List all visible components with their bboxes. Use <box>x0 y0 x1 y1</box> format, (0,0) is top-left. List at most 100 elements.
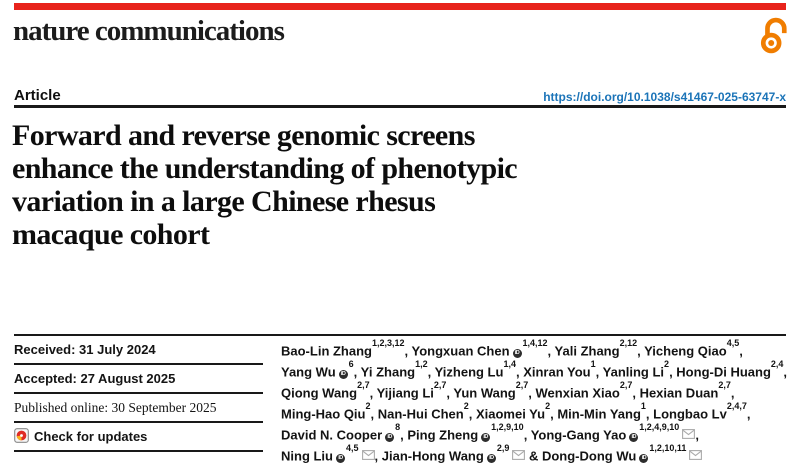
check-for-updates-label: Check for updates <box>34 429 148 444</box>
article-history-text: Published online: 30 September 2025 <box>14 399 217 415</box>
affiliation-superscript: 2,7 <box>515 379 529 390</box>
article-history-row: Accepted: 27 August 2025 <box>14 365 263 394</box>
affiliation-superscript: 1,2,10,11 <box>649 442 687 453</box>
orcid-icon[interactable]: iD <box>629 433 639 443</box>
author-separator: , <box>370 406 378 422</box>
author-name: Ping Zheng <box>407 427 479 443</box>
author-separator: , <box>446 385 454 401</box>
paper-title-line: variation in a large Chinese rhesus <box>12 185 436 218</box>
author-name: Dong-Dong Wu <box>541 447 637 463</box>
author-name: Yong-Gang Yao <box>530 427 627 443</box>
author-separator: , <box>528 385 536 401</box>
author-name: Yi Zhang <box>360 364 416 380</box>
author-separator: , <box>427 364 435 380</box>
author-separator: , <box>468 406 476 422</box>
author-separator: , <box>404 343 412 359</box>
author-separator: , <box>746 406 751 422</box>
author-name: Hong-Di Huang <box>676 364 771 380</box>
author-name: Qiong Wang <box>281 385 358 401</box>
orcid-icon[interactable]: iD <box>512 349 522 359</box>
affiliation-superscript: 2,12 <box>619 338 638 348</box>
check-for-updates-button[interactable]: Check for updates <box>14 423 263 452</box>
author-name: Yun Wang <box>453 385 516 401</box>
author-name: Longbao Lv <box>653 406 727 422</box>
author-separator: , <box>550 406 558 422</box>
affiliation-superscript: 2 <box>545 400 551 411</box>
affiliation-superscript: 2,7 <box>357 379 370 390</box>
affiliation-superscript: 2,4,7 <box>726 400 747 411</box>
orcid-icon[interactable]: iD <box>385 433 395 443</box>
affiliation-superscript: 2,7 <box>433 379 447 390</box>
paper-title-line: Forward and reverse genomic screens <box>12 119 475 152</box>
orcid-icon[interactable]: iD <box>338 370 348 380</box>
orcid-icon[interactable]: iD <box>481 433 491 443</box>
affiliation-superscript: 4,5 <box>346 442 359 453</box>
affiliation-superscript: 1 <box>640 400 646 411</box>
author-name: Yizheng Lu <box>434 364 504 380</box>
affiliation-superscript: 1,2,9,10 <box>491 421 524 432</box>
title-separator-rule <box>14 334 786 336</box>
paper-title: Forward and reverse genomic screens enha… <box>12 119 518 251</box>
author-separator: , <box>637 343 645 359</box>
envelope-icon[interactable] <box>682 427 696 444</box>
affiliation-superscript: 8 <box>395 421 401 432</box>
affiliation-superscript: 2,4 <box>770 358 784 369</box>
envelope-icon[interactable] <box>512 448 526 465</box>
article-history-row: Received: 31 July 2024 <box>14 336 263 365</box>
author-name: Xinran You <box>523 364 591 380</box>
author-separator: , <box>695 427 699 443</box>
author-line: Qiong Wang2,7, Yijiang Li2,7, Yun Wang2,… <box>281 379 793 402</box>
affiliation-superscript: 2,9 <box>496 442 510 453</box>
author-separator: , <box>595 364 603 380</box>
article-history-text: Received: 31 July 2024 <box>14 342 156 357</box>
author-separator: , <box>739 343 743 359</box>
affiliation-superscript: 2 <box>463 400 469 411</box>
author-separator: , <box>547 343 555 359</box>
envelope-icon[interactable] <box>689 448 703 465</box>
author-name: Bao-Lin Zhang <box>281 343 372 359</box>
author-name: Ming-Hao Qiu <box>281 406 366 422</box>
author-list: Bao-Lin Zhang1,2,3,12, Yongxuan Chen iD1,… <box>281 338 793 465</box>
orcid-icon[interactable]: iD <box>639 453 649 463</box>
author-line: Ning Liu iD4,5, Jian-Hong Wang iD2,9 & Don… <box>281 442 793 465</box>
affiliation-superscript: 2,7 <box>718 379 731 390</box>
affiliation-superscript: 1,4 <box>503 358 516 369</box>
affiliation-superscript: 1 <box>590 358 596 369</box>
author-line: Ming-Hao Qiu2, Nan-Hui Chen2, Xiaomei Yu… <box>281 400 793 423</box>
affiliation-superscript: 2 <box>664 358 670 369</box>
affiliation-superscript: 1,2,3,12 <box>372 338 405 348</box>
doi-link[interactable]: https://doi.org/10.1038/s41467-025-63747… <box>543 90 786 104</box>
paper-title-line: enhance the understanding of phenotypic <box>12 152 518 185</box>
paper-title-line: macaque cohort <box>12 218 210 251</box>
orcid-icon[interactable]: iD <box>486 453 496 463</box>
crossmark-icon <box>14 427 29 446</box>
affiliation-superscript: 1,2 <box>415 358 428 369</box>
orcid-icon[interactable]: iD <box>336 453 345 463</box>
article-type-label: Article <box>14 87 61 104</box>
author-separator: , <box>400 427 408 443</box>
author-line: Bao-Lin Zhang1,2,3,12, Yongxuan Chen iD1,… <box>281 338 793 360</box>
author-name: Hexian Duan <box>639 385 719 401</box>
journal-wordmark: nature communications <box>13 15 285 47</box>
author-line: Yang Wu iD6, Yi Zhang1,2, Yizheng Lu1,4, … <box>281 358 793 381</box>
author-line: David N. Cooper iD8, Ping Zheng iD1,2,9,10… <box>281 421 793 444</box>
affiliation-superscript: 1,2,4,9,10 <box>639 421 680 432</box>
author-name: Nan-Hui Chen <box>377 406 464 422</box>
author-separator: , <box>369 385 377 401</box>
author-separator: , <box>632 385 640 401</box>
affiliation-superscript: 2,7 <box>619 379 633 390</box>
author-separator: , <box>515 364 524 380</box>
author-separator: , <box>374 447 382 463</box>
envelope-icon[interactable] <box>361 448 375 465</box>
author-name: Xiaomei Yu <box>475 406 546 422</box>
author-name: Wenxian Xiao <box>535 385 620 401</box>
article-history-text: Accepted: 27 August 2025 <box>14 371 176 386</box>
article-history-row: Published online: 30 September 2025 <box>14 394 263 423</box>
author-name: Min-Min Yang <box>557 406 641 422</box>
author-separator: , <box>730 385 735 401</box>
author-name: Yang Wu <box>281 364 336 380</box>
header-rule <box>14 105 786 108</box>
author-separator: , <box>669 364 677 380</box>
author-name: Yanling Li <box>602 364 665 380</box>
